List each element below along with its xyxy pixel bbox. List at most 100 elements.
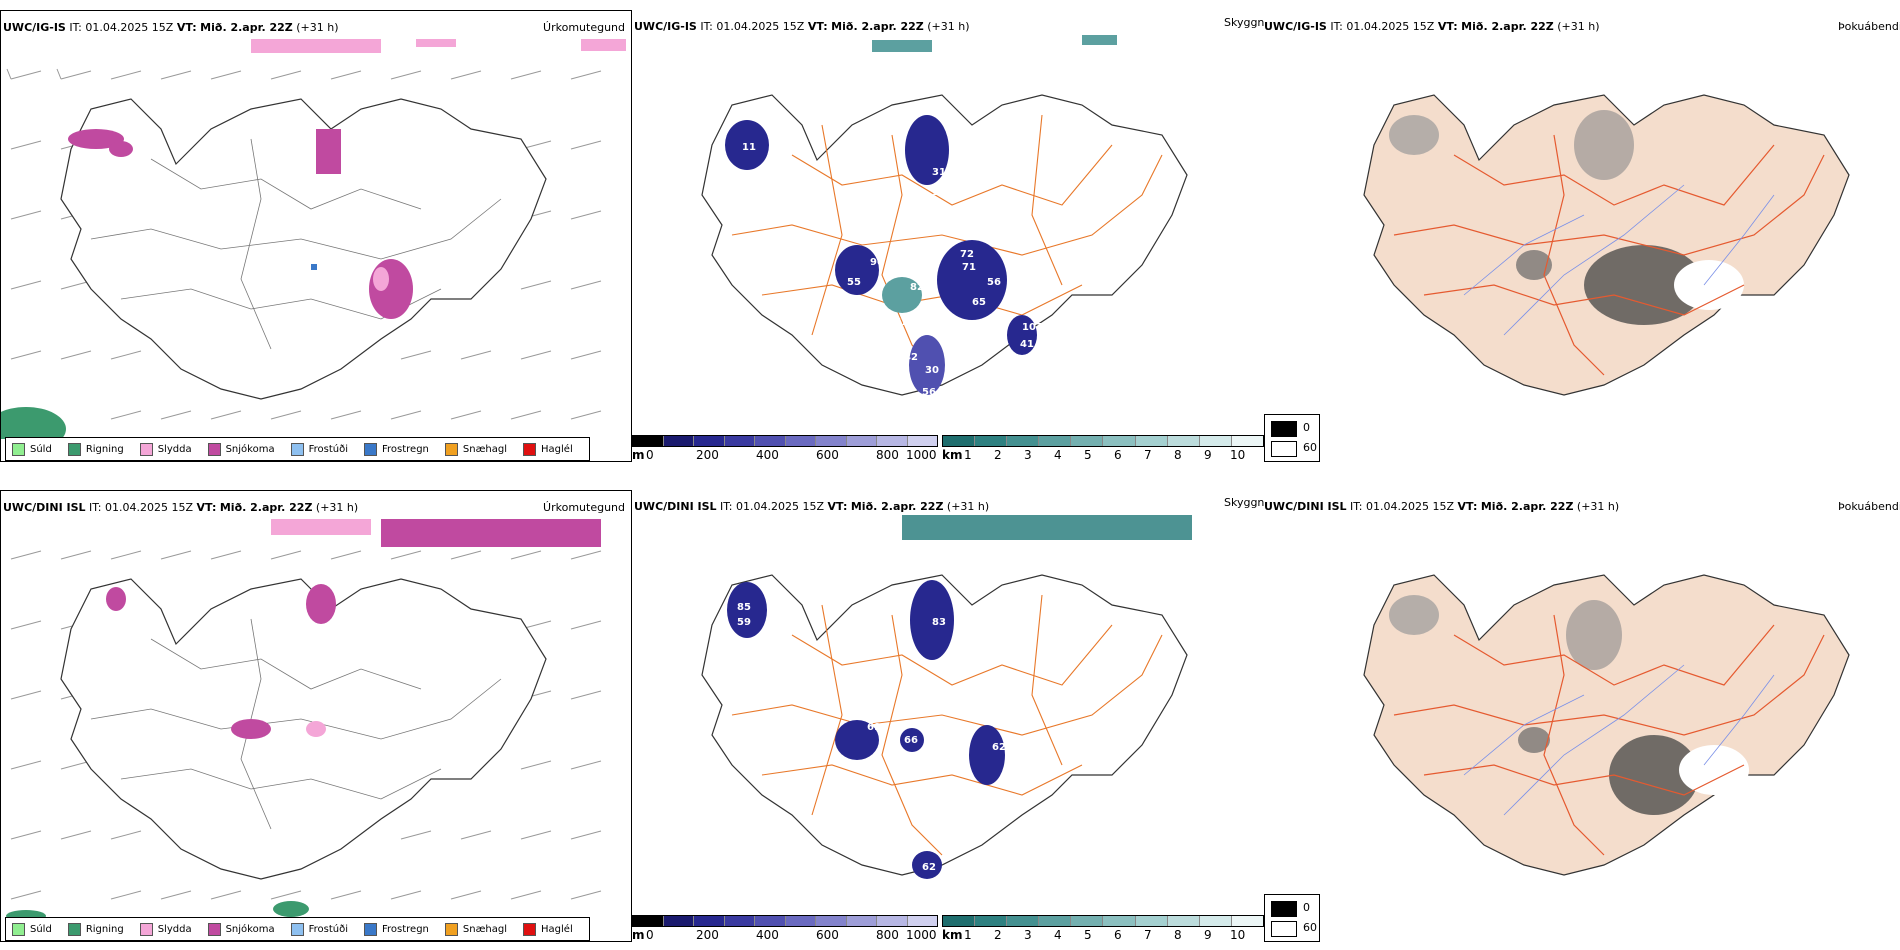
fog-panel-label-row1: Þokuábendi — [1838, 20, 1900, 33]
cbar-tick: 1000 — [906, 928, 937, 942]
cbar-tick: 0 — [646, 928, 654, 942]
legend-item: Slydda — [139, 442, 192, 456]
cloud-base-unit: m — [632, 928, 645, 942]
fog-map-row1 — [1363, 94, 1850, 396]
cbar-tick: 600 — [816, 928, 839, 942]
legend-item: Snæhagl — [444, 442, 507, 456]
cbar-tick: 6 — [1114, 928, 1122, 942]
cbar-tick: 1 — [964, 448, 972, 462]
cloud-base-colorbar-row1 — [632, 435, 938, 447]
cloud-title-row1: UWC/IG-IS IT: 01.04.2025 15Z VT: Mið. 2.… — [634, 20, 970, 33]
vis-label: 42 — [904, 352, 918, 363]
precip-map-row2 — [6, 519, 602, 919]
vis-label: 107 — [1022, 322, 1043, 333]
cbar-tick: 4 — [1054, 928, 1062, 942]
precip-title-row2: UWC/DINI ISL IT: 01.04.2025 15Z VT: Mið.… — [3, 501, 359, 514]
vis-label: 277 — [887, 317, 908, 328]
cbar-tick: 10 — [1230, 448, 1246, 462]
vis-label: 55 — [847, 277, 861, 288]
vis-label: 66 — [904, 735, 918, 746]
cloud-base-areas — [725, 35, 1117, 395]
fog-panel-row2: UWC/DINI ISL IT: 01.04.2025 15Z VT: Mið.… — [1264, 490, 1900, 942]
legend-item: Snæhagl — [444, 922, 507, 936]
visibility-unit: km — [942, 928, 963, 942]
cbar-tick: 9 — [1204, 928, 1212, 942]
legend-item: Frostúði — [290, 442, 348, 456]
vis-label: 83 — [932, 617, 946, 628]
fog-panel-row1: UWC/IG-IS IT: 01.04.2025 15Z VT: Mið. 2.… — [1264, 10, 1900, 462]
cbar-tick: 800 — [876, 928, 899, 942]
vis-label: 15 — [932, 187, 946, 198]
cbar-tick: 600 — [816, 448, 839, 462]
cbar-tick: 7 — [1144, 928, 1152, 942]
vis-label: 56 — [987, 277, 1001, 288]
cbar-tick: 7 — [1144, 448, 1152, 462]
precip-map-row1 — [1, 39, 626, 439]
legend-item: Snjókoma — [207, 922, 275, 936]
fog-legend-row1: 0 60 — [1264, 414, 1320, 462]
cbar-tick: 0 — [646, 448, 654, 462]
wind-barbs — [10, 550, 602, 900]
iceland-outline — [60, 578, 547, 880]
cloud-panel-label-row1: Skyggni — [1224, 16, 1268, 29]
precip-panel-label-row2: Úrkomutegund — [543, 501, 625, 514]
vis-label: 72 — [960, 249, 974, 260]
vis-label: 90 — [870, 257, 884, 268]
iceland-land — [1363, 94, 1850, 396]
iceland-land — [1363, 574, 1850, 876]
cbar-tick: 400 — [756, 928, 779, 942]
vis-label: 121 — [932, 662, 953, 673]
cloud-base-areas — [727, 515, 1192, 879]
vis-label: 65 — [972, 297, 986, 308]
roads — [90, 138, 502, 350]
vis-label: 85 — [737, 602, 751, 613]
cbar-tick: 1 — [964, 928, 972, 942]
roads — [731, 594, 1163, 856]
rivers — [1463, 664, 1775, 816]
visibility-labels: 11 64 56 65 82 90 55 277 107 107 41 42 3… — [742, 142, 1043, 398]
vis-label: 82 — [910, 282, 924, 293]
fog-title-row2: UWC/DINI ISL IT: 01.04.2025 15Z VT: Mið.… — [1264, 500, 1620, 513]
cloud-panel-label-row2: Skyggni — [1224, 496, 1268, 509]
vis-label: 64 — [917, 257, 931, 268]
cbar-tick: 6 — [1114, 448, 1122, 462]
fog-shading — [1389, 595, 1749, 815]
rivers — [1463, 184, 1775, 336]
legend-item: Súld — [12, 442, 52, 456]
roads — [1393, 614, 1825, 856]
cloud-title-row2: UWC/DINI ISL IT: 01.04.2025 15Z VT: Mið.… — [634, 500, 990, 513]
vis-label: 62 — [992, 742, 1006, 753]
vis-label: 31 — [932, 167, 946, 178]
vis-label: 69 — [867, 722, 881, 733]
precip-legend-row1: Súld Rigning Slydda Snjókoma Frostúði Fr… — [5, 437, 590, 461]
precip-panel-row1: UWC/IG-IS IT: 01.04.2025 15Z VT: Mið. 2.… — [0, 10, 632, 462]
cbar-tick: 200 — [696, 448, 719, 462]
legend-item: Súld — [12, 922, 52, 936]
visibility-colorbar-row1 — [942, 435, 1264, 447]
cbar-tick: 8 — [1174, 928, 1182, 942]
legend-item: Haglél — [523, 922, 573, 936]
vis-label: 62 — [922, 862, 936, 873]
visibility-colorbar-row2 — [942, 915, 1264, 927]
cbar-tick: 4 — [1054, 448, 1062, 462]
visibility-unit: km — [942, 448, 963, 462]
cbar-tick: 3 — [1024, 448, 1032, 462]
precip-panel-row2: UWC/DINI ISL IT: 01.04.2025 15Z VT: Mið.… — [0, 490, 632, 942]
cbar-tick: 3 — [1024, 928, 1032, 942]
cbar-tick: 400 — [756, 448, 779, 462]
vis-label: 56 — [922, 387, 936, 398]
cbar-tick: 8 — [1174, 448, 1182, 462]
cbar-tick: 800 — [876, 448, 899, 462]
cbar-tick: 9 — [1204, 448, 1212, 462]
vis-label: 59 — [737, 617, 751, 628]
cbar-tick: 200 — [696, 928, 719, 942]
fog-map-row2 — [1363, 574, 1850, 876]
iceland-outline — [701, 94, 1188, 396]
legend-item: Rigning — [67, 442, 124, 456]
vis-label: 107 — [940, 317, 961, 328]
cbar-tick: 2 — [994, 928, 1002, 942]
precip-areas — [1, 39, 626, 439]
cloud-panel-row1: UWC/IG-IS IT: 01.04.2025 15Z VT: Mið. 2.… — [632, 10, 1268, 462]
vis-label: 11 — [742, 142, 756, 153]
fog-panel-label-row2: Þokuábendi — [1838, 500, 1900, 513]
